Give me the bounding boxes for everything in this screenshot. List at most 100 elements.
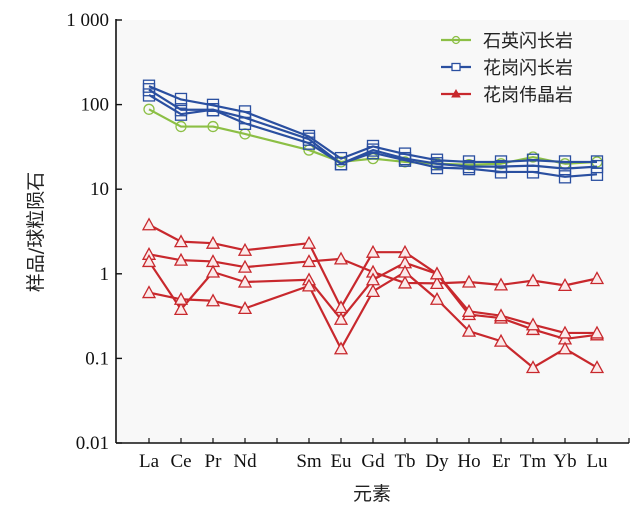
triangle-marker	[525, 273, 541, 287]
triangle-marker	[237, 274, 253, 288]
series-line	[148, 253, 598, 287]
y-tick-label: 0.1	[85, 348, 109, 369]
triangle-marker	[173, 234, 189, 248]
triangle-marker	[301, 235, 317, 249]
triangle-marker	[493, 333, 509, 347]
triangle-marker	[173, 252, 189, 266]
square-marker	[590, 167, 604, 181]
series-group	[141, 217, 605, 374]
legend-label: 石英闪长岩	[483, 31, 573, 52]
x-tick-label: Eu	[330, 451, 352, 472]
square-marker	[558, 161, 572, 176]
square-marker	[558, 170, 572, 184]
square-marker	[430, 160, 444, 175]
circle-marker	[175, 120, 187, 133]
square-marker	[494, 165, 508, 179]
triangle-marker	[461, 274, 477, 288]
triangle-marker	[429, 291, 445, 305]
x-tick-label: Sm	[296, 451, 322, 472]
triangle-marker	[237, 242, 253, 256]
x-tick-label: Yb	[553, 451, 576, 472]
legend-square-marker	[451, 62, 461, 72]
triangle-marker	[589, 360, 605, 374]
y-axis-title: 样品/球粒陨石	[25, 172, 47, 292]
x-tick-label: Tb	[394, 451, 415, 472]
x-axis-title: 元素	[353, 483, 391, 505]
triangle-marker	[173, 301, 189, 316]
triangle-marker	[493, 277, 509, 291]
x-tick-label: Lu	[586, 451, 608, 472]
x-tick-label: La	[139, 451, 160, 472]
triangle-marker	[237, 301, 253, 315]
x-tick-label: Nd	[233, 451, 257, 472]
triangle-marker	[365, 284, 381, 298]
triangle-marker	[557, 278, 573, 292]
triangle-marker	[333, 341, 349, 355]
triangle-marker	[333, 311, 349, 325]
x-tick-label: Pr	[205, 451, 223, 472]
triangle-marker	[557, 325, 573, 339]
legend-label: 花岗伟晶岩	[483, 85, 573, 106]
y-tick-label: 1	[100, 264, 110, 285]
legend-label: 花岗闪长岩	[483, 58, 573, 79]
square-marker	[206, 103, 220, 117]
triangle-marker	[301, 278, 317, 292]
triangle-marker	[333, 251, 349, 265]
triangle-marker	[397, 275, 413, 289]
triangle-marker	[525, 360, 541, 374]
x-tick-label: Tm	[520, 451, 547, 472]
y-tick-label: 1 000	[66, 10, 109, 31]
triangle-marker	[205, 264, 221, 278]
circle-marker	[207, 120, 219, 133]
triangle-marker	[429, 276, 445, 290]
triangle-marker	[429, 266, 445, 280]
triangle-marker	[589, 325, 605, 339]
circle-marker	[143, 103, 155, 115]
legend-circle-marker	[451, 35, 461, 45]
x-tick-label: Gd	[361, 451, 385, 472]
x-ticks: La Ce Pr Nd Sm Eu Gd Tb Dy Ho Er Tm Yb Lu	[139, 438, 630, 472]
x-tick-label: Er	[492, 451, 511, 472]
triangle-marker	[365, 244, 381, 258]
triangle-marker	[237, 259, 253, 273]
square-marker	[462, 161, 476, 176]
triangle-marker	[493, 308, 509, 322]
x-tick-label: Ce	[170, 451, 191, 472]
triangle-marker	[589, 271, 605, 285]
triangle-marker	[205, 235, 221, 249]
triangle-marker	[461, 323, 477, 337]
triangle-marker	[141, 217, 157, 231]
square-marker	[174, 92, 188, 107]
triangle-marker	[301, 254, 317, 268]
series-layer	[141, 79, 605, 374]
x-tick-label: Ho	[457, 451, 480, 472]
square-marker	[142, 88, 156, 102]
square-marker	[526, 165, 540, 179]
series-line	[148, 260, 597, 335]
square-marker	[398, 153, 412, 167]
square-marker	[334, 157, 348, 171]
plot-background	[117, 20, 629, 443]
triangle-marker	[397, 264, 413, 278]
square-marker	[590, 159, 604, 174]
y-tick-label: 10	[90, 179, 109, 200]
square-marker	[238, 116, 252, 131]
y-tick-label: 0.01	[76, 433, 109, 454]
square-marker	[174, 107, 188, 121]
triangle-marker	[141, 285, 157, 299]
series-group	[142, 79, 604, 184]
triangle-marker	[141, 254, 157, 268]
square-marker	[302, 136, 316, 150]
triangle-marker	[173, 291, 189, 305]
triangle-marker	[557, 341, 573, 355]
series-line	[148, 270, 598, 369]
y-tick-label: 100	[81, 95, 110, 116]
triangle-marker	[461, 303, 477, 317]
x-tick-label: Dy	[425, 451, 449, 472]
y-ticks: 1 000 100 10 1 0.1 0.01	[66, 10, 122, 454]
square-marker	[366, 146, 380, 160]
triangle-marker	[525, 317, 541, 331]
legend-triangle-marker	[451, 88, 461, 98]
